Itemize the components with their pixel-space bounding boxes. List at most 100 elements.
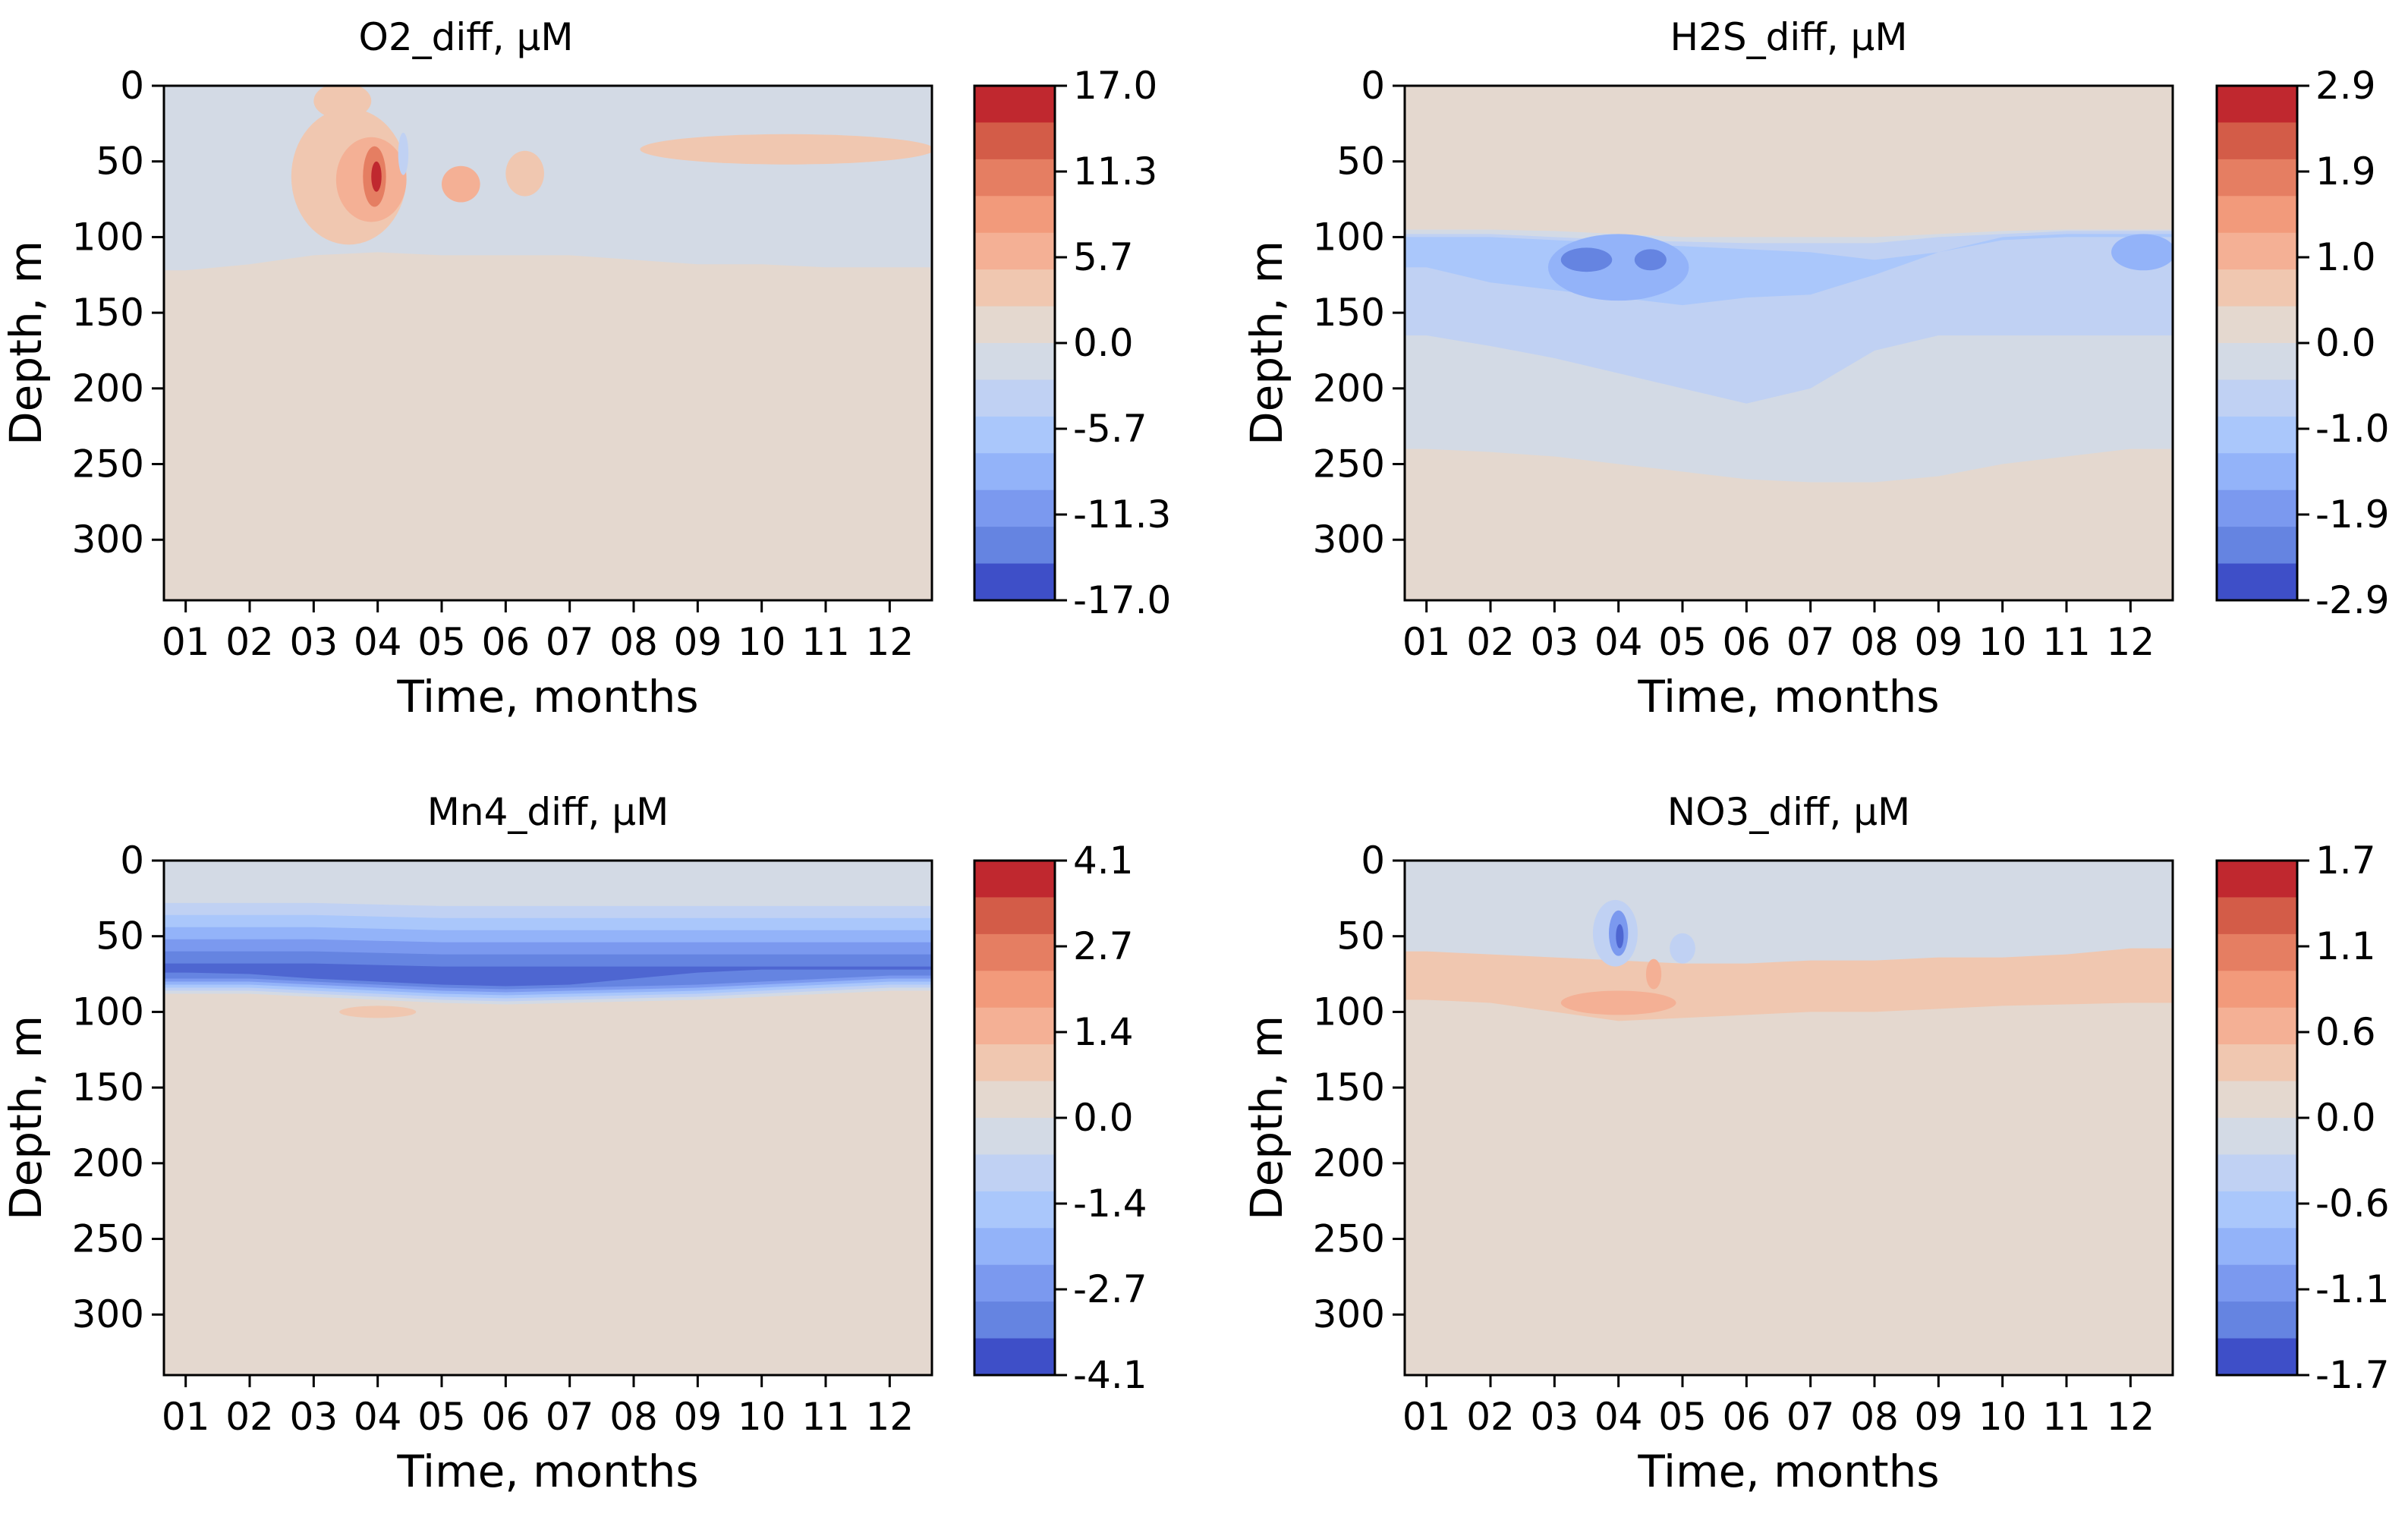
axes-frame	[1403, 859, 2174, 1377]
colorbar-bin	[2217, 86, 2297, 123]
colorbar-bin	[2217, 159, 2297, 197]
y-tick-label: 100	[72, 990, 144, 1034]
colorbar-bin	[2217, 379, 2297, 417]
axes-frame	[162, 859, 933, 1377]
colorbar-tick-label: 2.7	[1073, 924, 1134, 968]
colorbar-bin	[2217, 527, 2297, 565]
x-tick-label: 03	[1531, 620, 1579, 664]
positive-patch-may	[1645, 958, 1662, 990]
x-axis-label: Time, months	[396, 671, 698, 722]
chart-title: NO3_diff, μM	[1667, 790, 1910, 834]
colorbar-bin	[2217, 343, 2297, 380]
x-axis-label: Time, months	[1637, 671, 1939, 722]
colorbar-bin	[2217, 489, 2297, 527]
colorbar-tick-label: 0.0	[1073, 321, 1134, 365]
colorbar-bin	[2217, 1191, 2297, 1229]
x-tick-label: 10	[1978, 620, 2027, 664]
y-tick-label: 50	[96, 914, 144, 958]
colorbar-tick-label: 11.3	[1073, 149, 1157, 194]
y-tick-label: 200	[1313, 367, 1385, 411]
x-tick-label: 02	[225, 620, 274, 664]
y-tick-label: 300	[1313, 1292, 1385, 1336]
mn4-contour-area	[164, 861, 932, 1375]
x-tick-label: 12	[2107, 620, 2155, 664]
y-tick-label: 0	[1361, 839, 1385, 883]
x-tick-label: 02	[1466, 1395, 1515, 1439]
x-tick-label: 06	[482, 1395, 530, 1439]
x-tick-label: 07	[1786, 620, 1835, 664]
colorbar-bin	[2217, 971, 2297, 1009]
mn4-panel: Mn4_diff, μM 01 02 03 04 05 06 07 08 09 10 11 12 Time…	[0, 790, 1147, 1497]
colorbar-tick-label: 1.9	[2315, 149, 2376, 194]
x-tick-label: 11	[2042, 620, 2091, 664]
x-tick-label: 12	[866, 1395, 914, 1439]
negative-core	[164, 963, 932, 987]
no3-panel: NO3_diff, μM 01 02 03 04 05 06 07 08 09 10 11 12 Time…	[1241, 790, 2390, 1497]
colorbar-bin	[974, 861, 1055, 898]
colorbar-bin	[2217, 1007, 2297, 1045]
colorbar-tick-label: 0.0	[2315, 321, 2376, 365]
colorbar-bin	[2217, 122, 2297, 160]
negative-anomaly-core	[1616, 924, 1624, 949]
x-tick-label: 08	[1850, 1395, 1899, 1439]
positive-patch-april	[339, 1006, 417, 1018]
colorbar-bin	[2217, 861, 2297, 898]
colorbar-tick-label: -0.6	[2315, 1182, 2390, 1226]
y-tick-label: 300	[1313, 518, 1385, 562]
colorbar-bin	[974, 1044, 1055, 1082]
x-tick-label: 07	[546, 1395, 594, 1439]
x-tick-label: 05	[417, 620, 466, 664]
y-tick-label: 200	[72, 367, 144, 411]
colorbar-bin	[974, 1338, 1055, 1376]
y-tick-label: 100	[72, 215, 144, 259]
y-axis-label: Depth, m	[0, 241, 52, 445]
x-tick-label: 06	[1723, 1395, 1771, 1439]
colorbar-bin	[974, 1154, 1055, 1192]
negative-core-peak-b	[1634, 249, 1667, 271]
colorbar: 4.1 2.7 1.4 0.0 -1.4 -2.7 -4.1	[973, 839, 1147, 1397]
y-tick-label: 150	[1313, 1065, 1385, 1109]
x-tick-label: 06	[1723, 620, 1771, 664]
colorbar-bin	[974, 1007, 1055, 1045]
colorbar-bin	[2217, 1228, 2297, 1266]
colorbar-bin	[974, 379, 1055, 417]
y-tick-label: 150	[1313, 291, 1385, 335]
x-tick-label: 08	[1850, 620, 1899, 664]
y-tick-label: 0	[120, 839, 144, 883]
x-tick-label: 07	[1786, 1395, 1835, 1439]
x-tick-label: 10	[738, 620, 786, 664]
colorbar-bin	[974, 1228, 1055, 1266]
colorbar-bin	[2217, 1044, 2297, 1082]
colorbar-bin	[2217, 563, 2297, 601]
negative-core-december	[2111, 234, 2173, 271]
colorbar-bin	[974, 122, 1055, 160]
colorbar-bin	[974, 86, 1055, 123]
colorbar-tick-label: 1.0	[2315, 235, 2376, 279]
y-tick-label: 100	[1313, 990, 1385, 1034]
colorbar-tick-label: 5.7	[1073, 235, 1134, 279]
y-tick-label: 0	[120, 64, 144, 108]
h2s-contour-area	[1405, 86, 2173, 600]
axes-frame	[1403, 84, 2174, 602]
colorbar-bin	[974, 897, 1055, 935]
x-tick-label: 03	[290, 1395, 338, 1439]
x-tick-label: 11	[801, 1395, 850, 1439]
x-tick-label: 01	[1402, 620, 1451, 664]
positive-cell-june	[505, 150, 544, 197]
colorbar-bin	[2217, 232, 2297, 270]
y-tick-label: 150	[72, 1065, 144, 1109]
x-tick-label: 07	[546, 620, 594, 664]
colorbar-bin	[2217, 897, 2297, 935]
colorbar-tick-label: -11.3	[1073, 493, 1171, 537]
x-tick-label: 08	[609, 620, 658, 664]
x-tick-label: 02	[1466, 620, 1515, 664]
colorbar-bin	[974, 306, 1055, 344]
colorbar-bin	[974, 416, 1055, 454]
y-axis-label: Depth, m	[1241, 1015, 1292, 1220]
colorbar-bin	[974, 1081, 1055, 1119]
colorbar-tick-label: -4.1	[1073, 1353, 1147, 1397]
x-tick-label: 10	[738, 1395, 786, 1439]
colorbar-bin	[974, 489, 1055, 527]
colorbar-tick-label: -17.0	[1073, 578, 1171, 622]
x-tick-label: 04	[354, 620, 402, 664]
